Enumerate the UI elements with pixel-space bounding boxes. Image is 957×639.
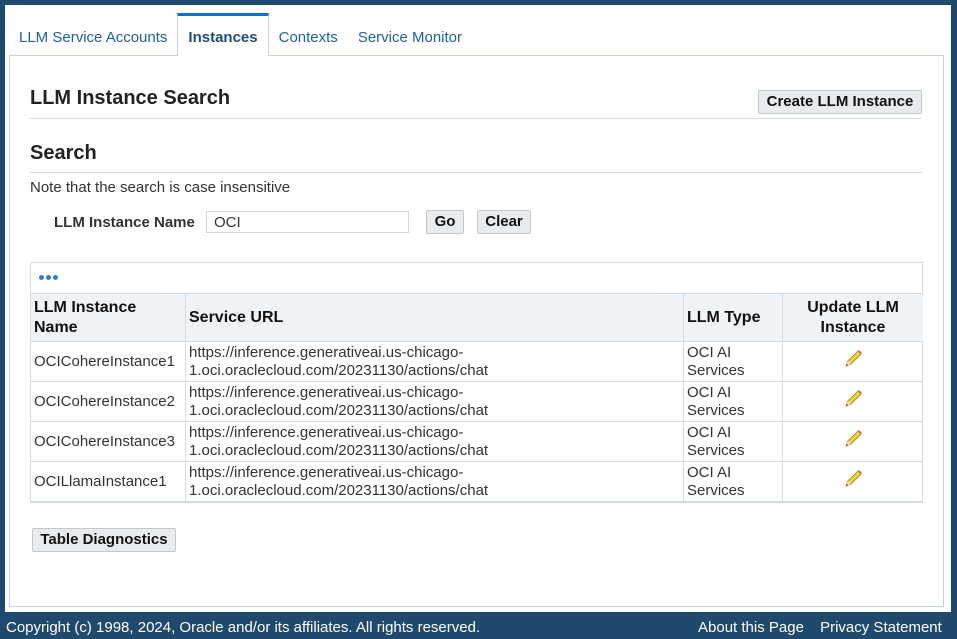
pencil-icon[interactable] (842, 388, 864, 415)
tab-bar: LLM Service Accounts Instances Contexts … (9, 13, 472, 56)
column-header-name: LLM Instance Name (31, 294, 186, 342)
more-options-icon[interactable] (39, 275, 58, 280)
table-toolbar (31, 263, 922, 294)
llm-instance-name-label: LLM Instance Name (54, 214, 195, 231)
search-heading: Search (30, 142, 97, 164)
cell-instance-name: OCICohereInstance3 (31, 421, 186, 462)
cell-service-url: https://inference.generativeai.us-chicag… (185, 341, 684, 382)
cell-update (782, 381, 923, 422)
search-note: Note that the search is case insensitive (30, 179, 291, 196)
pencil-icon[interactable] (842, 428, 864, 455)
cell-service-url: https://inference.generativeai.us-chicag… (185, 421, 684, 462)
column-header-update: Update LLM Instance (782, 294, 923, 342)
cell-update (782, 421, 923, 462)
table-row: OCICohereInstance1 https://inference.gene… (31, 341, 923, 382)
tab-service-monitor[interactable]: Service Monitor (357, 29, 463, 46)
column-header-service-url: Service URL (185, 294, 684, 342)
cell-instance-name: OCICohereInstance2 (31, 381, 186, 422)
cell-update (782, 341, 923, 382)
cell-llm-type: OCI AI Services (683, 461, 783, 502)
divider (30, 172, 922, 173)
cell-llm-type: OCI AI Services (683, 421, 783, 462)
tab-llm-service-accounts[interactable]: LLM Service Accounts (19, 29, 168, 46)
table-row: OCICohereInstance2 https://inference.gene… (31, 381, 923, 422)
table-diagnostics-button[interactable]: Table Diagnostics (32, 528, 176, 552)
llm-instance-name-input[interactable] (206, 211, 409, 233)
cell-update (782, 461, 923, 502)
cell-llm-type: OCI AI Services (683, 381, 783, 422)
table-row: OCICohereInstance3 https://inference.gene… (31, 421, 923, 462)
pencil-icon[interactable] (842, 348, 864, 375)
create-llm-instance-button[interactable]: Create LLM Instance (758, 90, 922, 114)
copyright-text: Copyright (c) 1998, 2024, Oracle and/or … (6, 619, 481, 636)
cell-instance-name: OCILlamaInstance1 (31, 461, 186, 502)
pencil-icon[interactable] (842, 468, 864, 495)
footer-links: About this Page Privacy Statement (698, 619, 942, 636)
tab-instances[interactable]: Instances (177, 13, 269, 56)
cell-service-url: https://inference.generativeai.us-chicag… (185, 381, 684, 422)
cell-llm-type: OCI AI Services (683, 341, 783, 382)
privacy-statement-link[interactable]: Privacy Statement (820, 619, 942, 636)
clear-button[interactable]: Clear (477, 210, 531, 234)
table-row: OCILlamaInstance1 https://inference.gener… (31, 461, 923, 502)
cell-service-url: https://inference.generativeai.us-chicag… (185, 461, 684, 502)
tab-contexts[interactable]: Contexts (278, 29, 338, 46)
results-table-container: LLM Instance Name Service URL LLM Type U… (30, 262, 923, 503)
cell-instance-name: OCICohereInstance1 (31, 341, 186, 382)
column-header-llm-type: LLM Type (683, 294, 783, 342)
about-this-page-link[interactable]: About this Page (698, 619, 804, 636)
results-table: LLM Instance Name Service URL LLM Type U… (31, 294, 923, 502)
go-button[interactable]: Go (426, 210, 464, 234)
table-header-row: LLM Instance Name Service URL LLM Type U… (31, 294, 923, 342)
page-title: LLM Instance Search (30, 87, 231, 109)
divider (30, 118, 922, 119)
